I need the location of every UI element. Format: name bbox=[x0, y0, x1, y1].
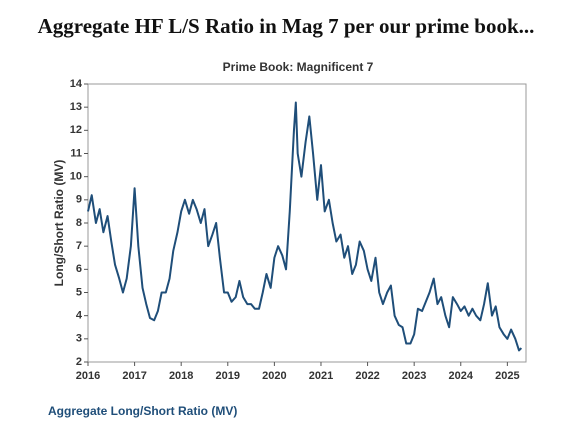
y-tick-label: 2 bbox=[76, 356, 82, 368]
y-tick-label: 14 bbox=[70, 78, 83, 90]
y-tick-label: 12 bbox=[70, 124, 82, 136]
y-tick-label: 9 bbox=[76, 194, 82, 206]
y-tick-label: 7 bbox=[76, 240, 82, 252]
y-tick-label: 4 bbox=[76, 310, 83, 322]
x-tick-label: 2023 bbox=[402, 370, 426, 382]
x-tick-label: 2016 bbox=[76, 370, 100, 382]
x-tick-label: 2022 bbox=[355, 370, 379, 382]
y-tick-label: 10 bbox=[70, 171, 82, 183]
x-tick-label: 2021 bbox=[309, 370, 333, 382]
chart-title: Prime Book: Magnificent 7 bbox=[223, 60, 374, 74]
x-tick-label: 2019 bbox=[216, 370, 240, 382]
y-tick-label: 5 bbox=[76, 286, 82, 298]
y-axis-label: Long/Short Ratio (MV) bbox=[52, 160, 66, 287]
x-tick-label: 2020 bbox=[262, 370, 286, 382]
data-line bbox=[87, 101, 523, 352]
x-tick-label: 2024 bbox=[449, 370, 474, 382]
y-tick-label: 13 bbox=[70, 101, 82, 113]
x-tick-label: 2018 bbox=[169, 370, 193, 382]
y-tick-label: 8 bbox=[76, 217, 82, 229]
page-title: Aggregate HF L/S Ratio in Mag 7 per our … bbox=[38, 14, 535, 38]
legend-label: Aggregate Long/Short Ratio (MV) bbox=[48, 404, 237, 418]
y-tick-label: 11 bbox=[70, 147, 82, 159]
x-tick-label: 2025 bbox=[495, 370, 519, 382]
y-tick-label: 3 bbox=[76, 333, 82, 345]
x-tick-label: 2017 bbox=[122, 370, 146, 382]
y-tick-label: 6 bbox=[76, 263, 82, 275]
